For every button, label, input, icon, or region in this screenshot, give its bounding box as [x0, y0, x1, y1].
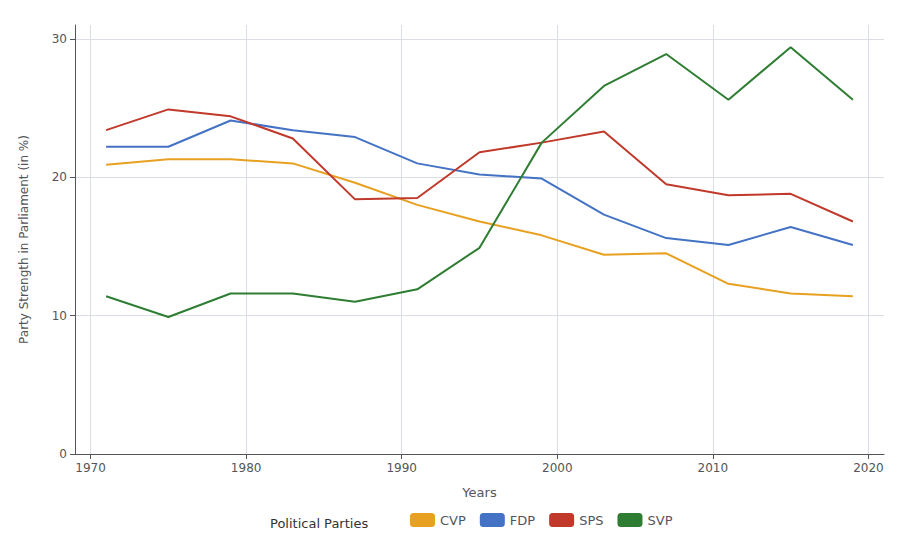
svg-text:FDP: FDP [510, 513, 535, 528]
svg-text:0: 0 [59, 447, 67, 461]
svg-text:SPS: SPS [579, 513, 603, 528]
svg-text:Political Parties: Political Parties [270, 516, 368, 531]
svg-text:1990: 1990 [386, 461, 417, 475]
svg-text:2020: 2020 [853, 461, 884, 475]
svg-text:10: 10 [52, 309, 67, 323]
svg-text:30: 30 [52, 32, 67, 46]
svg-text:Party Strength in Parliament (: Party Strength in Parliament (in %) [17, 135, 31, 344]
svg-text:Years: Years [461, 485, 497, 500]
svg-text:CVP: CVP [440, 513, 466, 528]
svg-text:20: 20 [52, 170, 67, 184]
svg-text:1980: 1980 [231, 461, 262, 475]
svg-text:2010: 2010 [698, 461, 729, 475]
svg-text:1970: 1970 [75, 461, 106, 475]
svg-text:SVP: SVP [647, 513, 672, 528]
svg-text:2000: 2000 [542, 461, 573, 475]
